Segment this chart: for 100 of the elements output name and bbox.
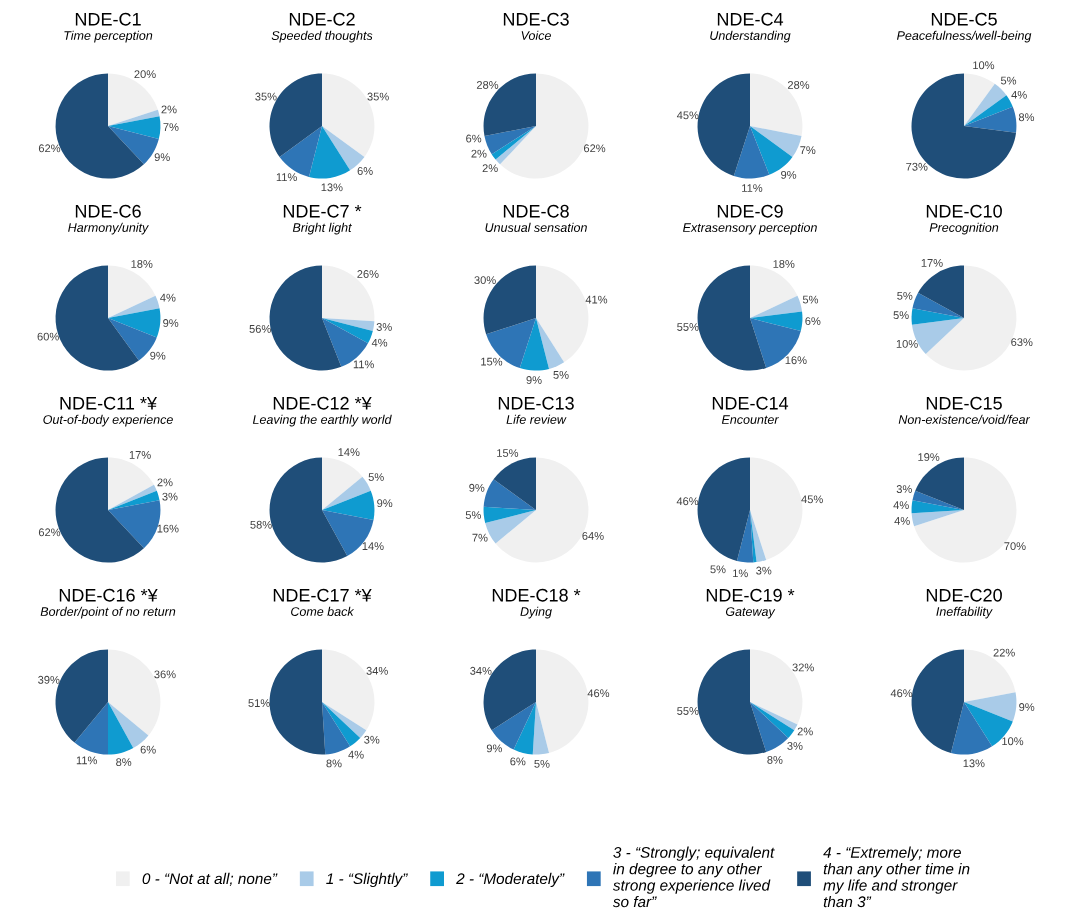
chart-title: NDE-C16 *¥ bbox=[59, 588, 158, 602]
data-label: 5% bbox=[893, 311, 909, 320]
data-label: 45% bbox=[676, 111, 699, 120]
chart-subtitle: Dying bbox=[520, 606, 552, 619]
data-label: 39% bbox=[38, 675, 60, 684]
chart-subtitle: Come back bbox=[291, 606, 355, 616]
pie-slice bbox=[733, 126, 770, 179]
data-label: 2% bbox=[471, 149, 487, 158]
data-label: 5% bbox=[465, 511, 481, 519]
pie-slice bbox=[964, 83, 1007, 127]
pie-slice bbox=[493, 457, 536, 511]
pie-slice bbox=[736, 510, 754, 563]
pie-slice bbox=[750, 702, 795, 738]
data-label: 35% bbox=[367, 92, 389, 101]
data-label: 5% bbox=[553, 371, 569, 379]
data-label: 9% bbox=[163, 319, 179, 327]
chart-title: NDE-C15 bbox=[926, 396, 1002, 410]
pie-slice bbox=[322, 318, 373, 344]
data-label: 5% bbox=[710, 565, 726, 574]
data-label: 46% bbox=[890, 689, 913, 698]
data-label: 6% bbox=[140, 745, 156, 754]
chart-title: NDE-C9 bbox=[717, 204, 783, 218]
data-label: 3% bbox=[756, 566, 772, 575]
chart-subtitle: Peacefulness/well-being bbox=[896, 30, 1032, 43]
data-label: 3% bbox=[376, 323, 392, 331]
data-label: 9% bbox=[1019, 703, 1035, 711]
data-label: 55% bbox=[677, 707, 699, 715]
data-label: 8% bbox=[1018, 113, 1035, 122]
pie-slice bbox=[918, 265, 964, 319]
data-label: 8% bbox=[326, 759, 342, 768]
data-label: 22% bbox=[993, 648, 1015, 657]
pie-slice bbox=[322, 457, 363, 511]
data-label: 7% bbox=[163, 123, 179, 131]
chart-subtitle: Bright light bbox=[292, 222, 352, 235]
chart-subtitle: Extrasensory perception bbox=[682, 222, 817, 235]
data-label: 26% bbox=[357, 270, 379, 278]
data-label: 10% bbox=[973, 61, 995, 70]
data-label: 7% bbox=[800, 146, 816, 155]
chart-subtitle: Unusual sensation bbox=[485, 222, 587, 232]
data-label: 14% bbox=[338, 448, 360, 457]
data-label: 64% bbox=[582, 531, 604, 540]
chart-subtitle: Ineffability bbox=[936, 606, 993, 619]
data-label: 19% bbox=[918, 453, 940, 461]
chart-title: NDE-C19 * bbox=[706, 588, 795, 602]
data-label: 4% bbox=[160, 293, 176, 302]
data-label: 16% bbox=[785, 356, 807, 365]
pie-slice bbox=[697, 73, 750, 176]
chart-title: NDE-C3 bbox=[503, 12, 569, 26]
data-label: 4% bbox=[348, 750, 364, 759]
chart-subtitle: Understanding bbox=[710, 30, 791, 43]
data-label: 4% bbox=[893, 501, 909, 510]
pie-slice bbox=[964, 106, 1017, 133]
pie-slice bbox=[750, 702, 789, 752]
chart-title: NDE-C1 bbox=[75, 12, 141, 26]
data-label: 13% bbox=[963, 759, 985, 768]
data-label: 11% bbox=[742, 184, 763, 192]
data-label: 41% bbox=[585, 295, 608, 304]
data-label: 28% bbox=[787, 81, 810, 89]
chart-title: NDE-C2 bbox=[289, 12, 355, 26]
pie-slice bbox=[483, 479, 536, 511]
data-label: 73% bbox=[906, 162, 928, 171]
data-label: 15% bbox=[481, 357, 503, 366]
data-label: 18% bbox=[773, 260, 795, 268]
data-label: 70% bbox=[1004, 542, 1026, 551]
data-label: 46% bbox=[587, 689, 610, 698]
pie-slice bbox=[108, 702, 134, 755]
legend-label: 2 - “Moderately” bbox=[456, 872, 565, 888]
pie-slice bbox=[750, 295, 803, 319]
chart-title: NDE-C12 *¥ bbox=[273, 396, 372, 410]
chart-title: NDE-C8 bbox=[503, 204, 569, 218]
data-label: 28% bbox=[476, 81, 499, 89]
pie-slice bbox=[911, 500, 964, 514]
chart-title: NDE-C7 * bbox=[283, 204, 362, 218]
chart-subtitle: Leaving the earthly world bbox=[252, 414, 392, 427]
data-label: 62% bbox=[583, 144, 606, 153]
data-label: 1% bbox=[733, 569, 748, 578]
chart-subtitle: Encounter bbox=[721, 415, 779, 424]
data-label: 2% bbox=[482, 164, 498, 173]
data-label: 46% bbox=[676, 497, 699, 506]
data-label: 17% bbox=[921, 259, 943, 267]
pie-slice bbox=[269, 265, 342, 371]
pie-slice bbox=[750, 311, 803, 332]
data-label: 6% bbox=[466, 134, 482, 143]
data-label: 10% bbox=[1002, 737, 1024, 746]
pie-slice bbox=[308, 126, 351, 179]
data-label: 45% bbox=[801, 495, 823, 504]
pie-slice bbox=[950, 702, 993, 755]
data-label: 4% bbox=[371, 338, 388, 347]
data-label: 56% bbox=[249, 324, 271, 333]
pie-slice bbox=[750, 702, 798, 731]
data-label: 13% bbox=[321, 183, 343, 192]
pie-slice bbox=[322, 490, 375, 520]
data-label: 60% bbox=[37, 332, 59, 341]
data-label: 14% bbox=[362, 542, 384, 551]
data-label: 62% bbox=[38, 144, 61, 153]
pie-slice bbox=[269, 649, 326, 755]
pie-slice bbox=[697, 457, 750, 561]
pie-slice bbox=[536, 649, 589, 753]
chart-subtitle: Border/point of no return bbox=[40, 606, 176, 619]
chart-subtitle: Speeded thoughts bbox=[271, 30, 373, 43]
